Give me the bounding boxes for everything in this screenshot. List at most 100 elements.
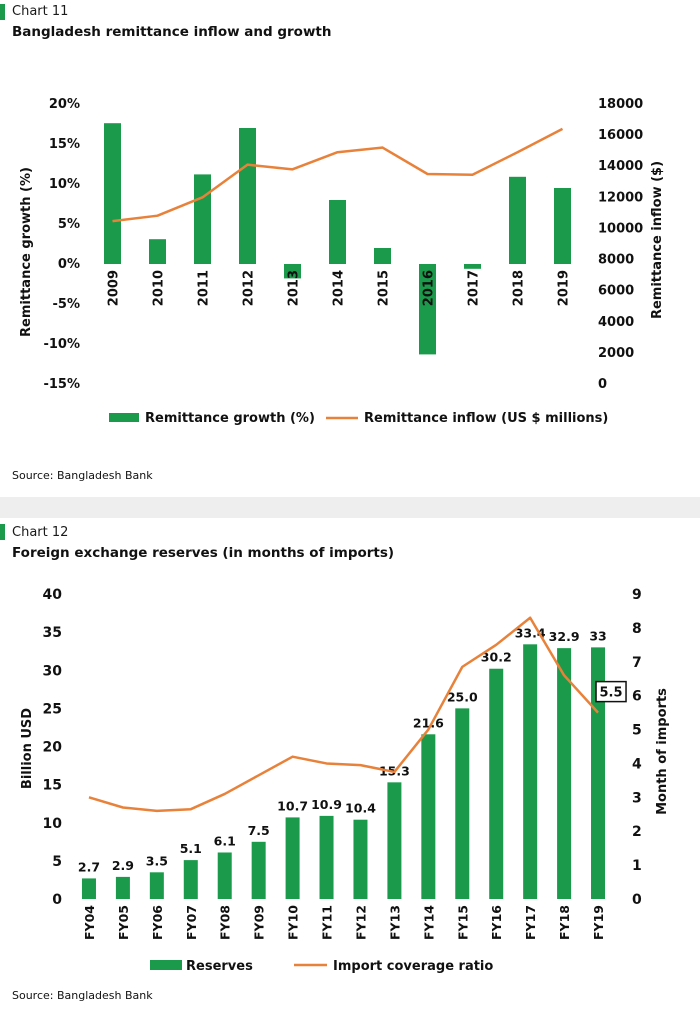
growth-bar — [464, 264, 481, 269]
bar-value-label: 10.4 — [345, 801, 376, 816]
category-label: 2010 — [152, 270, 167, 306]
left-tick-label: -10% — [43, 337, 80, 352]
reserves-bar — [557, 648, 572, 899]
category-label: 2018 — [512, 270, 527, 306]
right-tick-label: 3 — [632, 790, 642, 806]
right-tick-label: 14000 — [598, 159, 643, 174]
right-tick-label: 2 — [632, 824, 642, 840]
panel-divider — [0, 497, 700, 518]
right-tick-label: 7 — [632, 655, 642, 671]
reserves-bar — [183, 860, 198, 899]
category-label: FY05 — [116, 905, 131, 940]
legend-bar-label: Reserves — [186, 959, 253, 974]
category-label: FY07 — [184, 905, 199, 940]
chart-label-marker — [0, 4, 5, 20]
left-tick-label: 15% — [49, 137, 80, 152]
callout-box — [595, 680, 627, 703]
reserves-bar — [455, 708, 470, 899]
right-tick-label: 1 — [632, 858, 642, 874]
right-tick-label: 10000 — [598, 221, 643, 236]
legend-bar-swatch — [109, 413, 139, 422]
bar-value-label: 10.9 — [311, 797, 342, 812]
left-tick-label: 25 — [43, 701, 62, 717]
chart-title: Foreign exchange reserves (in months of … — [12, 545, 395, 561]
left-tick-label: -15% — [43, 377, 80, 392]
callout-value: 5.5 — [600, 686, 623, 701]
category-label: FY15 — [455, 905, 470, 940]
bar-value-label: 32.9 — [549, 629, 580, 644]
category-label: FY16 — [489, 905, 504, 940]
chart-label-marker — [0, 524, 5, 540]
left-axis-label: Remittance growth (%) — [19, 167, 34, 337]
right-tick-label: 4 — [632, 756, 642, 772]
bar-value-label: 30.2 — [481, 650, 512, 665]
left-axis-label: Billion USD — [20, 708, 35, 789]
bar-value-label: 10.7 — [277, 798, 308, 813]
category-label: FY19 — [591, 905, 606, 940]
reserves-bar — [489, 668, 504, 899]
right-tick-label: 8000 — [598, 253, 634, 268]
right-axis-label: Remittance inflow ($) — [650, 161, 665, 319]
right-tick-label: 0 — [598, 377, 607, 392]
right-tick-label: 4000 — [598, 315, 634, 330]
left-tick-label: 15 — [43, 778, 62, 794]
category-label: FY10 — [286, 905, 301, 940]
reserves-bar — [319, 815, 334, 899]
right-tick-label: 18000 — [598, 97, 643, 112]
category-label: 2013 — [287, 270, 302, 306]
bar-value-label: 21.6 — [413, 715, 444, 730]
bar-value-label: 5.1 — [180, 841, 202, 856]
right-tick-label: 6000 — [598, 284, 634, 299]
growth-bar — [149, 239, 166, 264]
bar-value-label: 6.1 — [214, 833, 236, 848]
growth-bar — [419, 264, 436, 355]
reserves-bar — [81, 878, 96, 899]
import-coverage-line — [88, 616, 599, 813]
category-label: 2014 — [332, 270, 347, 306]
reserves-bar — [285, 817, 300, 899]
category-label: 2017 — [467, 270, 482, 306]
legend-line-label: Import coverage ratio — [333, 959, 493, 974]
bar-value-label: 7.5 — [248, 823, 270, 838]
reserves-bar — [149, 872, 164, 899]
category-label: FY04 — [82, 905, 97, 940]
category-label: FY12 — [353, 905, 368, 940]
left-tick-label: 40 — [43, 587, 63, 603]
right-tick-label: 8 — [632, 621, 642, 637]
chart-12-panel: Chart 12 Foreign exchange reserves (in m… — [0, 518, 700, 1018]
category-label: 2012 — [242, 270, 257, 306]
chart-label: Chart 11 — [12, 4, 69, 19]
category-label: 2009 — [107, 270, 122, 306]
category-label: 2019 — [557, 270, 572, 306]
growth-bar — [509, 176, 526, 264]
category-label: FY11 — [320, 905, 335, 940]
left-tick-label: 5% — [58, 217, 80, 232]
growth-bar — [329, 200, 346, 264]
inflow-line — [112, 127, 564, 223]
bar-value-label: 2.7 — [78, 859, 100, 874]
left-tick-label: 30 — [43, 663, 63, 679]
growth-bar — [374, 248, 391, 264]
reserves-bar — [217, 852, 232, 899]
reserves-bar — [421, 734, 436, 899]
left-tick-label: 0 — [52, 892, 62, 908]
growth-bar — [284, 264, 301, 279]
left-tick-label: 5 — [52, 854, 62, 870]
chart-title: Bangladesh remittance inflow and growth — [12, 24, 332, 40]
left-tick-label: 35 — [43, 625, 62, 641]
left-tick-label: 20% — [49, 97, 80, 112]
legend-line-label: Remittance inflow (US $ millions) — [364, 411, 608, 426]
category-label: FY14 — [421, 905, 436, 940]
category-label: 2016 — [422, 270, 437, 306]
category-label: FY13 — [387, 905, 402, 940]
right-tick-label: 9 — [632, 587, 642, 603]
bar-value-label: 33 — [589, 628, 606, 643]
left-tick-label: 10 — [43, 816, 63, 832]
category-label: FY18 — [557, 905, 572, 940]
category-label: 2011 — [197, 270, 212, 306]
right-tick-label: 6 — [632, 689, 642, 705]
category-label: FY09 — [252, 905, 267, 940]
chart-source: Source: Bangladesh Bank — [12, 469, 153, 482]
chart-11-panel: Chart 11 Bangladesh remittance inflow an… — [0, 0, 700, 497]
